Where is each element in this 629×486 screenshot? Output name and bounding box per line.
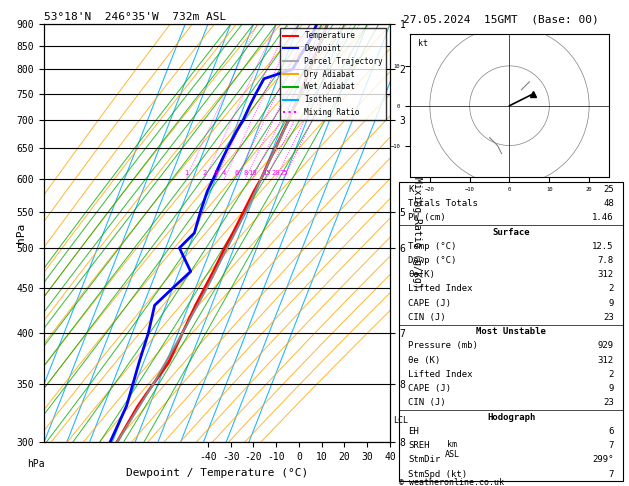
Text: Temp (°C): Temp (°C) xyxy=(408,242,457,251)
Text: 53°18'N  246°35'W  732m ASL: 53°18'N 246°35'W 732m ASL xyxy=(44,12,226,22)
Text: 299°: 299° xyxy=(593,455,614,464)
Text: 15: 15 xyxy=(262,171,270,176)
Text: Most Unstable: Most Unstable xyxy=(476,327,546,336)
Text: LCL: LCL xyxy=(394,417,408,425)
Text: 10: 10 xyxy=(248,171,257,176)
Text: CAPE (J): CAPE (J) xyxy=(408,299,452,308)
Text: 2: 2 xyxy=(608,284,614,294)
Text: StmSpd (kt): StmSpd (kt) xyxy=(408,469,467,479)
Text: © weatheronline.co.uk: © weatheronline.co.uk xyxy=(399,478,504,486)
Text: 23: 23 xyxy=(603,399,614,407)
Text: CIN (J): CIN (J) xyxy=(408,313,446,322)
Text: 2: 2 xyxy=(608,370,614,379)
Text: 20: 20 xyxy=(272,171,280,176)
Text: Totals Totals: Totals Totals xyxy=(408,199,478,208)
Text: Lifted Index: Lifted Index xyxy=(408,370,473,379)
Text: CAPE (J): CAPE (J) xyxy=(408,384,452,393)
Text: 7: 7 xyxy=(608,469,614,479)
Text: 9: 9 xyxy=(608,299,614,308)
Y-axis label: Mixing Ratio (g/kg): Mixing Ratio (g/kg) xyxy=(412,177,422,289)
Text: 27.05.2024  15GMT  (Base: 00): 27.05.2024 15GMT (Base: 00) xyxy=(403,15,598,25)
Text: StmDir: StmDir xyxy=(408,455,440,464)
Text: θe (K): θe (K) xyxy=(408,356,440,364)
Text: 8: 8 xyxy=(243,171,248,176)
Text: Pressure (mb): Pressure (mb) xyxy=(408,342,478,350)
Text: 1.46: 1.46 xyxy=(593,213,614,222)
Text: 23: 23 xyxy=(603,313,614,322)
Text: 312: 312 xyxy=(598,356,614,364)
Text: hPa: hPa xyxy=(16,223,26,243)
Text: 6: 6 xyxy=(608,427,614,436)
Legend: Temperature, Dewpoint, Parcel Trajectory, Dry Adiabat, Wet Adiabat, Isotherm, Mi: Temperature, Dewpoint, Parcel Trajectory… xyxy=(280,28,386,120)
Text: kt: kt xyxy=(418,39,428,48)
Text: 6: 6 xyxy=(235,171,238,176)
Text: Hodograph: Hodograph xyxy=(487,413,535,421)
Text: CIN (J): CIN (J) xyxy=(408,399,446,407)
Text: 2: 2 xyxy=(203,171,206,176)
Text: 929: 929 xyxy=(598,342,614,350)
Text: 25: 25 xyxy=(279,171,288,176)
Text: θe(K): θe(K) xyxy=(408,270,435,279)
Text: km
ASL: km ASL xyxy=(445,439,460,459)
Text: 312: 312 xyxy=(598,270,614,279)
Text: Dewp (°C): Dewp (°C) xyxy=(408,256,457,265)
Text: 4: 4 xyxy=(222,171,226,176)
Text: K: K xyxy=(408,185,414,194)
Text: SREH: SREH xyxy=(408,441,430,450)
Text: 1: 1 xyxy=(184,171,188,176)
Text: 48: 48 xyxy=(603,199,614,208)
Text: 7: 7 xyxy=(608,441,614,450)
Text: Lifted Index: Lifted Index xyxy=(408,284,473,294)
Text: 25: 25 xyxy=(603,185,614,194)
Text: EH: EH xyxy=(408,427,419,436)
Text: 3: 3 xyxy=(214,171,218,176)
Text: 7.8: 7.8 xyxy=(598,256,614,265)
Text: 12.5: 12.5 xyxy=(593,242,614,251)
Text: hPa: hPa xyxy=(26,459,45,469)
Text: 9: 9 xyxy=(608,384,614,393)
Text: PW (cm): PW (cm) xyxy=(408,213,446,222)
Text: Surface: Surface xyxy=(493,227,530,237)
X-axis label: Dewpoint / Temperature (°C): Dewpoint / Temperature (°C) xyxy=(126,468,308,478)
